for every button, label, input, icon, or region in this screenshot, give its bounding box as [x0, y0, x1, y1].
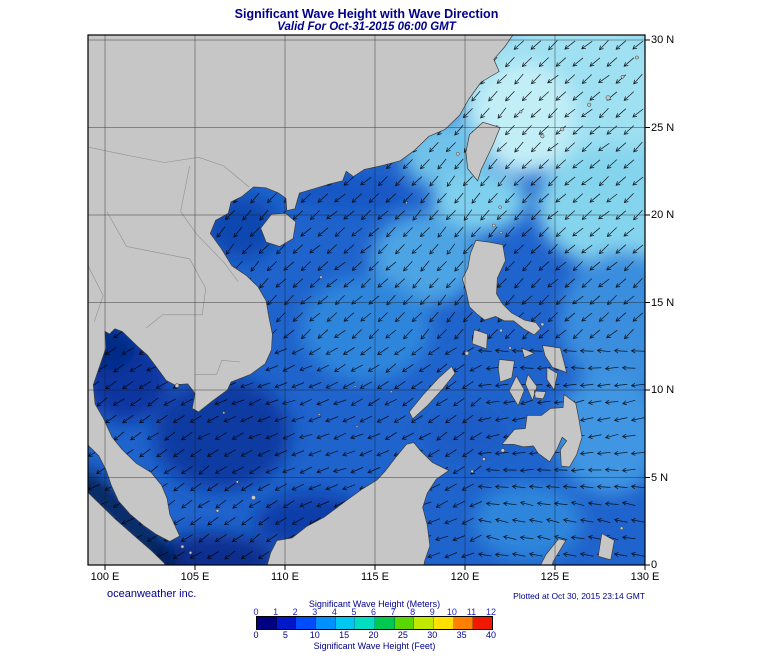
lat-label: 10 N	[651, 384, 675, 396]
legend-feet-value: 40	[485, 630, 497, 640]
legend-feet-value: 0	[253, 630, 259, 640]
lat-label: 5 N	[651, 471, 669, 484]
legend-feet-value: 10	[309, 630, 320, 640]
legend-meters-title: Significant Wave Height (Meters)	[308, 599, 441, 609]
legend-meters-value: 3	[312, 607, 318, 617]
legend-feet-value: 15	[339, 630, 350, 640]
legend-color-segment	[257, 617, 277, 629]
legend-meters-value: 5	[351, 607, 357, 617]
legend-meters-value: 4	[331, 607, 337, 617]
lat-label: 15 N	[651, 296, 675, 309]
legend-meters-value: 9	[429, 607, 435, 617]
legend-color-segment	[355, 617, 376, 629]
legend-color-segment	[296, 617, 317, 629]
legend-meters-value: 11	[466, 607, 477, 617]
lon-label: 100 E	[90, 571, 120, 583]
valid-time-subtitle: Valid For Oct-31-2015 06:00 GMT	[277, 21, 456, 33]
legend-color-segment	[394, 617, 415, 629]
legend-feet-value: 35	[456, 630, 467, 640]
plotted-timestamp: Plotted at Oct 30, 2015 23:14 GMT	[513, 591, 645, 601]
graticule-grid	[88, 35, 645, 565]
lon-label: 105 E	[180, 571, 210, 583]
legend-meters-value: 8	[410, 607, 416, 617]
legend-color-segment	[473, 617, 493, 629]
legend-colorbar	[256, 616, 493, 630]
legend-color-segment	[375, 617, 395, 629]
lon-label: 125 E	[540, 571, 570, 583]
lon-label: 110 E	[271, 571, 299, 583]
map-frame	[87, 34, 646, 566]
legend-meters-value: 6	[370, 607, 377, 617]
page-title: Significant Wave Height with Wave Direct…	[234, 7, 499, 21]
legend-color-segment	[335, 617, 356, 629]
legend-meters-value: 10	[446, 607, 457, 617]
legend-feet-value: 25	[397, 630, 408, 640]
legend-color-segment	[276, 617, 297, 629]
legend-meters-value: 2	[292, 607, 298, 617]
lon-label: 120 E	[450, 571, 480, 583]
lon-label: 115 E	[361, 571, 389, 583]
legend-color-segment	[414, 617, 435, 629]
lat-label: 30 N	[651, 34, 675, 46]
landmasses	[88, 35, 615, 565]
legend-meters-value: 12	[485, 607, 497, 617]
legend-color-segment	[434, 617, 454, 629]
legend-feet-value: 20	[368, 630, 379, 640]
country-borders	[88, 146, 250, 375]
legend-meters-value: 0	[253, 607, 259, 617]
oceanweather-credit: oceanweather inc.	[107, 588, 197, 600]
legend-meters-value: 7	[390, 607, 396, 617]
legend-feet-value: 5	[282, 630, 288, 640]
lat-label: 25 N	[651, 121, 675, 134]
lon-label: 130 E	[630, 571, 660, 583]
lat-label: 0	[651, 559, 658, 571]
legend-feet-value: 30	[427, 630, 438, 640]
legend-color-segment	[316, 617, 336, 629]
legend-meters-value: 1	[273, 607, 279, 617]
legend-feet-title: Significant Wave Height (Feet)	[313, 641, 436, 651]
legend-color-segment	[453, 617, 474, 629]
lat-label: 20 N	[651, 209, 675, 221]
